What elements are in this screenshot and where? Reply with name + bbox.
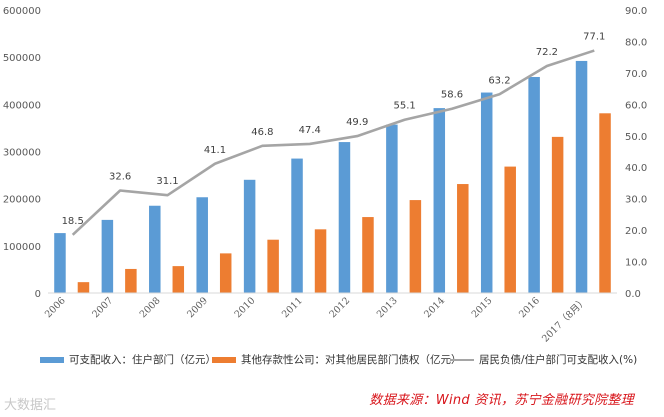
x-tick-label: 2006 <box>43 295 68 320</box>
ratio-data-label: 41.1 <box>204 145 226 156</box>
ratio-data-label: 32.6 <box>109 171 131 182</box>
bar-debt-10 <box>551 136 564 293</box>
x-axis: 2006 2007 2008 2009 2010 2011 2012 2013 2014 2015… <box>43 292 617 345</box>
bar-income-3 <box>196 197 208 293</box>
right-tick-label: 90.0 <box>625 6 647 17</box>
bar-income-6 <box>338 142 351 293</box>
left-tick-label: 0 <box>35 289 41 300</box>
legend-item-debt: 其他存款性公司：对其他居民部门债权（亿元） <box>212 352 462 367</box>
legend: 可支配收入：住户部门（亿元） 其他存款性公司：对其他居民部门债权（亿元） 居民负… <box>0 352 664 370</box>
right-tick-label: 10.0 <box>625 258 647 269</box>
bar-income-2 <box>149 205 161 293</box>
x-tick-label: 2010 <box>233 295 258 320</box>
right-axis: 0.0 10.0 20.0 30.0 40.0 50.0 60.0 70.0 80.0 90.0 <box>625 6 647 300</box>
right-tick-label: 70.0 <box>625 69 647 80</box>
ratio-line <box>71 49 595 236</box>
bar-debt-2 <box>172 266 185 293</box>
x-tick-label: 2011 <box>280 295 305 320</box>
right-tick-label: 80.0 <box>625 37 647 48</box>
legend-item-ratio: 居民负债/住户部门可支配收入(%) <box>450 352 637 367</box>
bar-debt-9 <box>504 166 516 293</box>
legend-swatch-debt <box>212 356 236 363</box>
legend-label-ratio: 居民负债/住户部门可支配收入(%) <box>479 354 638 366</box>
bar-debt-1 <box>125 268 137 293</box>
bar-series <box>54 60 611 294</box>
left-tick-label: 300000 <box>3 148 41 159</box>
legend-item-income: 可支配收入：住户部门（亿元） <box>40 352 216 367</box>
bar-debt-7 <box>409 200 422 293</box>
bar-debt-8 <box>457 184 469 293</box>
left-tick-label: 500000 <box>3 53 41 64</box>
line-series: 18.5 32.6 31.1 41.1 46.8 47.4 49.9 55.1 58.6 63.2… <box>62 32 605 236</box>
legend-label-income: 可支配收入：住户部门（亿元） <box>69 354 216 366</box>
left-tick-label: 100000 <box>3 242 41 253</box>
x-tick-label: 2017（8月） <box>539 295 589 345</box>
left-tick-label: 600000 <box>3 6 41 17</box>
ratio-data-label: 49.9 <box>346 117 368 128</box>
legend-swatch-ratio <box>450 358 474 361</box>
right-tick-label: 50.0 <box>625 132 647 143</box>
x-tick-label: 2015 <box>470 295 495 320</box>
bar-income-11 <box>575 60 588 293</box>
ratio-data-label: 63.2 <box>488 75 510 86</box>
ratio-data-label: 18.5 <box>62 216 84 227</box>
ratio-data-label: 46.8 <box>251 127 273 138</box>
right-tick-label: 30.0 <box>625 195 647 206</box>
left-tick-label: 200000 <box>3 195 41 206</box>
source-note: 数据来源：Wind 资讯，苏宁金融研究院整理 <box>369 393 634 408</box>
right-tick-label: 40.0 <box>625 163 647 174</box>
bar-income-8 <box>433 108 446 294</box>
x-tick-label: 2007 <box>90 295 115 320</box>
right-tick-label: 60.0 <box>625 100 647 111</box>
bar-debt-11 <box>599 113 611 293</box>
bar-debt-3 <box>219 253 232 293</box>
right-tick-label: 20.0 <box>625 226 647 237</box>
left-axis: 0 100000 200000 300000 400000 500000 600000 <box>3 6 41 300</box>
x-tick-label: 2014 <box>422 295 447 320</box>
right-tick-label: 0.0 <box>625 289 641 300</box>
bar-income-10 <box>528 76 540 293</box>
bar-income-4 <box>243 179 256 293</box>
bar-debt-4 <box>267 239 279 293</box>
ratio-data-label: 55.1 <box>393 101 415 112</box>
ratio-data-label: 77.1 <box>583 32 605 43</box>
bar-income-9 <box>480 92 493 294</box>
bar-debt-5 <box>314 229 327 293</box>
left-tick-label: 400000 <box>3 100 41 111</box>
bar-debt-6 <box>362 217 374 293</box>
bar-income-5 <box>291 158 303 293</box>
x-tick-label: 2012 <box>327 295 352 320</box>
x-tick-label: 2008 <box>138 295 163 320</box>
bar-income-7 <box>386 124 398 294</box>
chart-area: 0 100000 200000 300000 400000 500000 600000 0.… <box>3 6 647 345</box>
ratio-data-label: 72.2 <box>536 47 558 58</box>
ratio-data-label: 47.4 <box>299 125 321 136</box>
x-tick-label: 2013 <box>375 295 400 320</box>
ratio-data-label: 31.1 <box>156 176 178 187</box>
ratio-data-label: 58.6 <box>441 90 463 101</box>
x-tick-label: 2009 <box>185 295 210 320</box>
x-tick-label: 2016 <box>517 295 542 320</box>
bar-debt-0 <box>77 282 90 293</box>
bar-income-1 <box>101 219 114 293</box>
bar-income-0 <box>54 233 66 293</box>
legend-swatch-income <box>40 356 64 363</box>
legend-label-debt: 其他存款性公司：对其他居民部门债权（亿元） <box>241 354 462 366</box>
watermark-logo: 大数据汇 <box>4 398 57 413</box>
